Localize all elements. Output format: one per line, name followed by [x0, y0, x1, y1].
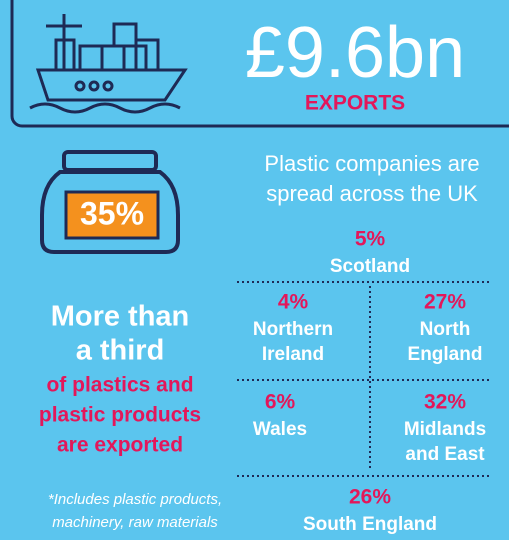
export-value: £9.6bn — [245, 13, 465, 93]
region-name: and East — [405, 444, 485, 465]
region-percent: 32% — [424, 391, 466, 414]
regions-title: Plastic companies are — [264, 151, 479, 176]
region-name: Northern — [253, 319, 333, 340]
region-percent: 4% — [278, 291, 309, 314]
headline: More than — [51, 301, 190, 333]
export-label: EXPORTS — [305, 92, 405, 115]
ship-icon — [29, 14, 188, 114]
region-percent: 6% — [265, 391, 296, 414]
share-value: 35% — [80, 195, 144, 231]
region-name: England — [408, 344, 483, 365]
region-name: Wales — [253, 419, 307, 440]
region-name: Midlands — [404, 419, 486, 440]
headline: a third — [76, 335, 165, 367]
detail: of plastics and — [46, 374, 193, 397]
footnote: machinery, raw materials — [52, 514, 218, 531]
regions-title: spread across the UK — [266, 181, 478, 206]
region-percent: 27% — [424, 291, 466, 314]
detail: plastic products — [39, 404, 201, 427]
region-name: North — [420, 319, 471, 340]
region-name: South England — [303, 514, 437, 535]
region-percent: 5% — [355, 228, 386, 251]
region-name: Ireland — [262, 344, 324, 365]
detail: are exported — [57, 434, 183, 457]
footnote: *Includes plastic products, — [48, 491, 222, 508]
jar-icon — [40, 150, 180, 254]
region-percent: 26% — [349, 486, 391, 509]
region-name: Scotland — [330, 256, 410, 277]
